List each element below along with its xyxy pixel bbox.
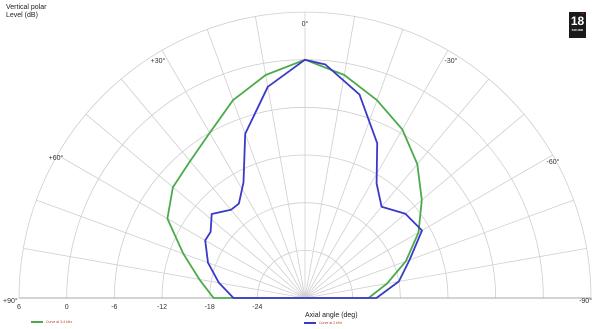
chart-title-block: Vertical polar Level (dB) <box>6 4 46 20</box>
legend-label: Curve at 2 kHz <box>319 321 342 325</box>
angle-label: -60° <box>547 158 560 166</box>
logo-text: SOUND <box>571 28 584 32</box>
brand-logo: 18 SOUND <box>569 12 586 38</box>
angle-label: +30° <box>151 57 166 65</box>
radial-tick-label: -12 <box>157 304 167 311</box>
angle-label: +90° <box>3 297 18 305</box>
grid-spoke <box>304 154 553 299</box>
grid-spoke <box>206 29 306 299</box>
grid-spoke <box>36 199 306 299</box>
grid-spoke <box>304 113 525 299</box>
angle-label: 0° <box>302 20 309 28</box>
legend-label: Curve at 3.4 kHz <box>46 320 72 324</box>
angle-label: +60° <box>49 154 64 162</box>
radial-tick-label: 6 <box>17 304 21 311</box>
grid-spoke <box>23 247 306 299</box>
radial-tick-label: -18 <box>205 304 215 311</box>
grid-spoke <box>57 154 306 299</box>
chart-legend: Curve at 3.4 kHz Curve at 2 kHz <box>31 320 342 325</box>
grid-spoke <box>304 247 587 299</box>
angle-label: -30° <box>445 57 458 65</box>
angle-label: -90° <box>579 297 592 305</box>
radial-tick-label: -6 <box>111 304 117 311</box>
grid-spoke <box>85 113 306 299</box>
x-axis-label: Axial angle (deg) <box>305 312 358 319</box>
grid-spoke <box>120 78 306 299</box>
grid-spoke <box>161 50 306 299</box>
logo-number: 18 <box>570 14 585 28</box>
polar-grid <box>18 11 592 299</box>
radial-tick-label: 0 <box>65 304 69 311</box>
series-curve-2 <box>204 58 423 299</box>
chart-level-label: Level (dB) <box>6 12 38 19</box>
polar-series <box>166 58 423 299</box>
radial-tick-label: -24 <box>252 304 262 311</box>
grid-spoke <box>254 16 306 299</box>
grid-spoke <box>304 78 490 299</box>
grid-spoke <box>304 29 404 299</box>
grid-spoke <box>304 199 574 299</box>
chart-title: Vertical polar <box>6 4 47 11</box>
polar-labels: 0° +30° -30° +60° -60° +90° -90° 6 0 -6 -12 -18 -24 A… <box>3 20 592 319</box>
grid-spoke <box>304 16 356 299</box>
logo-mark <box>581 13 584 14</box>
